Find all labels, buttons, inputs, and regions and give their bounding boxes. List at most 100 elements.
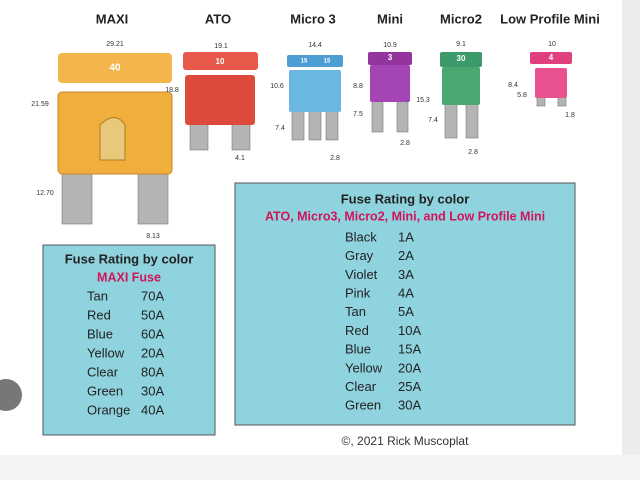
fuse-leg: [444, 102, 458, 139]
dimension: 14.4: [308, 42, 322, 49]
mini-table-box: [234, 182, 576, 426]
color-name: Yellow: [87, 345, 125, 360]
fuse-leg: [325, 109, 339, 141]
color-name: Blue: [345, 342, 371, 357]
fuse-leg: [291, 109, 305, 141]
fuse-body: [185, 75, 255, 125]
fuse-leg: [465, 102, 479, 139]
rating-label: 15: [301, 59, 308, 65]
dimension: 12.70: [36, 190, 54, 197]
fuse-leg: [61, 171, 93, 225]
color-name: Gray: [345, 248, 374, 263]
fuse-leg: [231, 122, 251, 151]
rating: 80A: [141, 364, 164, 379]
fuse-maxi: MAXI 40 29.21 21.59 12.70 8.13 18.8: [31, 11, 179, 239]
rating: 3A: [398, 267, 414, 282]
dimension: 21.59: [31, 101, 49, 108]
fuse-name: MAXI: [96, 11, 129, 26]
color-name: Yellow: [345, 360, 383, 375]
dimension: 15.3: [416, 97, 430, 104]
rating: 40A: [141, 402, 164, 417]
fuse-name: Micro 3: [290, 11, 336, 26]
dimension: 7.4: [428, 117, 438, 124]
fuse-name: Micro2: [440, 11, 482, 26]
color-name: Clear: [345, 379, 377, 394]
fuse-cap: [440, 52, 482, 67]
fuse-ato: ATO 10 19.1 4.1: [183, 11, 258, 162]
fuse-body: [535, 68, 567, 98]
fuse-cap: [530, 52, 572, 64]
fuse-body: [442, 67, 480, 105]
dimension: 7.4: [275, 125, 285, 132]
table-subtitle: ATO, Micro3, Micro2, Mini, and Low Profi…: [265, 209, 545, 223]
rating: 15A: [398, 342, 421, 357]
rating: 10A: [398, 323, 421, 338]
fuse-leg: [396, 99, 409, 133]
fuse-mini: Mini 3 10.9 8.8 7.5 2.8: [353, 11, 412, 147]
table-subtitle: MAXI Fuse: [97, 270, 161, 284]
fuse-leg: [371, 99, 384, 133]
dimension: 7.5: [353, 111, 363, 118]
scroll-edge: [622, 0, 640, 480]
rating: 20A: [398, 360, 421, 375]
rating-label: 10: [216, 57, 225, 66]
rating: 70A: [141, 288, 164, 303]
dimension: 10.9: [383, 42, 397, 49]
rating: 30A: [141, 383, 164, 398]
color-name: Black: [345, 229, 377, 244]
rating: 2A: [398, 248, 414, 263]
fuse-name: ATO: [205, 11, 231, 26]
rating: 50A: [141, 307, 164, 322]
maxi-table-box: [42, 244, 216, 436]
fuse-cap: [287, 55, 343, 67]
dimension: 1.8: [565, 112, 575, 119]
dimension: 8.13: [146, 233, 160, 240]
color-name: Green: [87, 383, 123, 398]
rating: 25A: [398, 379, 421, 394]
dimension: 8.8: [353, 83, 363, 90]
table-title: Fuse Rating by color: [341, 191, 470, 206]
rating: 30A: [398, 398, 421, 413]
fuse-name: Mini: [377, 11, 403, 26]
fuse-name: Low Profile Mini: [500, 11, 600, 26]
fuse-body: [370, 65, 410, 102]
dimension: 19.1: [214, 43, 228, 50]
table-title: Fuse Rating by color: [65, 251, 194, 266]
fuse-element: [99, 117, 126, 161]
dimension: 2.8: [468, 149, 478, 156]
rating: 20A: [141, 345, 164, 360]
color-name: Orange: [87, 402, 130, 417]
color-name: Tan: [87, 288, 108, 303]
fuse-cap: [368, 52, 412, 65]
dimension: 29.21: [106, 41, 124, 48]
color-name: Green: [345, 398, 381, 413]
dimension: 2.8: [330, 155, 340, 162]
rating: 1A: [398, 229, 414, 244]
color-name: Pink: [345, 286, 371, 301]
color-name: Red: [345, 323, 369, 338]
rating-label: 30: [457, 54, 466, 63]
rating: 4A: [398, 286, 414, 301]
rating-label: 40: [109, 63, 121, 74]
color-name: Red: [87, 307, 111, 322]
color-name: Clear: [87, 364, 119, 379]
dimension: 10.6: [270, 83, 284, 90]
dimension: 2.8: [400, 140, 410, 147]
fuse-micro3: Micro 3 15 15 14.4 10.6 7.4 2.8: [270, 11, 343, 162]
rating-label: 3: [388, 53, 393, 62]
dimension: 4.1: [235, 155, 245, 162]
dimension: 9.1: [456, 41, 466, 48]
fuse-leg: [137, 171, 169, 225]
rating-label: 4: [549, 53, 554, 62]
rating: 60A: [141, 326, 164, 341]
fuse-leg: [189, 122, 209, 151]
dimension: 10: [548, 41, 556, 48]
bottom-strip: [0, 455, 640, 480]
nav-button[interactable]: [0, 379, 22, 411]
copyright: ©, 2021 Rick Muscoplat: [342, 434, 470, 448]
rating: 5A: [398, 304, 414, 319]
rating-label: 15: [324, 59, 331, 65]
fuse-body: [289, 70, 341, 112]
fuse-cap: [183, 52, 258, 70]
